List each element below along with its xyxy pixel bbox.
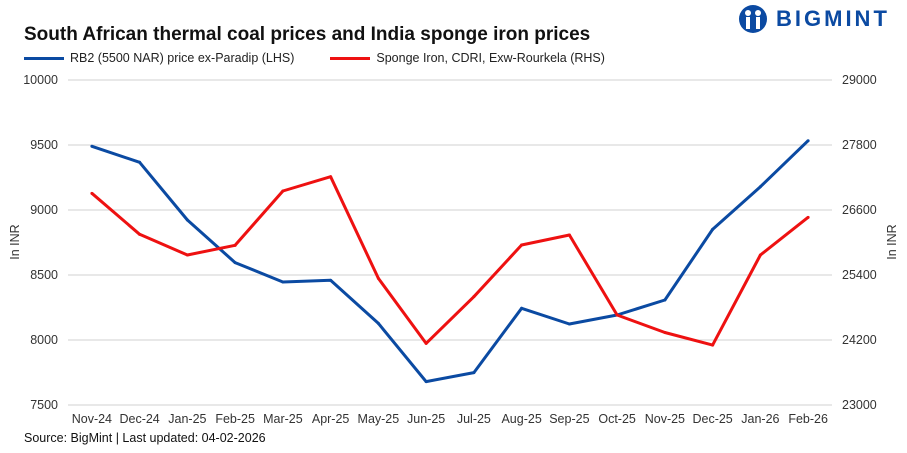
y-tick-left: 8500 (30, 268, 58, 282)
x-tick: Jul-25 (457, 412, 491, 426)
data-point (138, 232, 142, 236)
legend-label: RB2 (5500 NAR) price ex-Paradip (LHS) (70, 51, 295, 65)
data-point (281, 189, 285, 193)
data-point (567, 233, 571, 237)
data-point (806, 215, 810, 219)
y-tick-left: 9500 (30, 138, 58, 152)
y-tick-left: 7500 (30, 398, 58, 412)
y-tick-left: 9000 (30, 203, 58, 217)
data-point (329, 175, 333, 179)
data-point (376, 276, 380, 280)
x-tick: Sep-25 (549, 412, 589, 426)
data-point (90, 144, 94, 148)
legend-swatch (24, 56, 64, 60)
bigmint-logo: BIGMINT (738, 4, 890, 34)
x-tick: Feb-26 (788, 412, 828, 426)
data-point (138, 160, 142, 164)
data-point (472, 295, 476, 299)
legend: RB2 (5500 NAR) price ex-Paradip (LHS) Sp… (24, 51, 605, 65)
data-point (520, 306, 524, 310)
data-point (567, 322, 571, 326)
data-point (329, 278, 333, 282)
legend-item-sponge-iron: Sponge Iron, CDRI, Exw-Rourkela (RHS) (330, 51, 605, 65)
y-axis-label-left: In INR (8, 224, 22, 259)
x-tick: Jan-25 (168, 412, 206, 426)
data-point (424, 341, 428, 345)
source-note: Source: BigMint | Last updated: 04-02-20… (24, 431, 266, 445)
data-point (90, 191, 94, 195)
y-tick-left: 8000 (30, 333, 58, 347)
y-tick-right: 24200 (842, 333, 877, 347)
data-point (663, 331, 667, 335)
legend-label: Sponge Iron, CDRI, Exw-Rourkela (RHS) (376, 51, 605, 65)
x-tick: Aug-25 (501, 412, 541, 426)
x-tick: Jun-25 (407, 412, 445, 426)
logo-text: BIGMINT (776, 6, 890, 31)
y-tick-right: 29000 (842, 73, 877, 87)
y-tick-right: 27800 (842, 138, 877, 152)
data-point (663, 298, 667, 302)
series-line-sponge-iron (90, 175, 810, 347)
chart-title: South African thermal coal prices and In… (24, 24, 591, 45)
data-point (520, 243, 524, 247)
data-point (233, 261, 237, 265)
x-tick: Dec-24 (119, 412, 159, 426)
data-point (233, 243, 237, 247)
data-point (615, 313, 619, 317)
data-point (185, 253, 189, 257)
data-point (472, 371, 476, 375)
x-tick: Nov-25 (645, 412, 685, 426)
x-tick: Dec-25 (692, 412, 732, 426)
data-point (185, 218, 189, 222)
data-point (711, 343, 715, 347)
y-tick-left: 10000 (23, 73, 58, 87)
data-point (806, 139, 810, 143)
x-tick: Jan-26 (741, 412, 779, 426)
data-point (376, 321, 380, 325)
data-point (424, 380, 428, 384)
logo-icon (739, 5, 767, 33)
data-point (711, 227, 715, 231)
x-tick: Apr-25 (312, 412, 350, 426)
data-point (758, 185, 762, 189)
x-tick: Nov-24 (72, 412, 112, 426)
x-tick: May-25 (358, 412, 400, 426)
series-line-coal (91, 139, 810, 384)
legend-item-coal: RB2 (5500 NAR) price ex-Paradip (LHS) (24, 51, 294, 65)
y-axis-label-right: In INR (885, 224, 899, 259)
y-tick-right: 26600 (842, 203, 877, 217)
x-tick: Oct-25 (598, 412, 636, 426)
legend-swatch (330, 56, 371, 60)
y-tick-right: 23000 (842, 398, 877, 412)
y-tick-right: 25400 (842, 268, 877, 282)
data-point (281, 280, 285, 284)
x-tick: Feb-25 (215, 412, 255, 426)
data-point (758, 253, 762, 257)
x-tick: Mar-25 (263, 412, 303, 426)
